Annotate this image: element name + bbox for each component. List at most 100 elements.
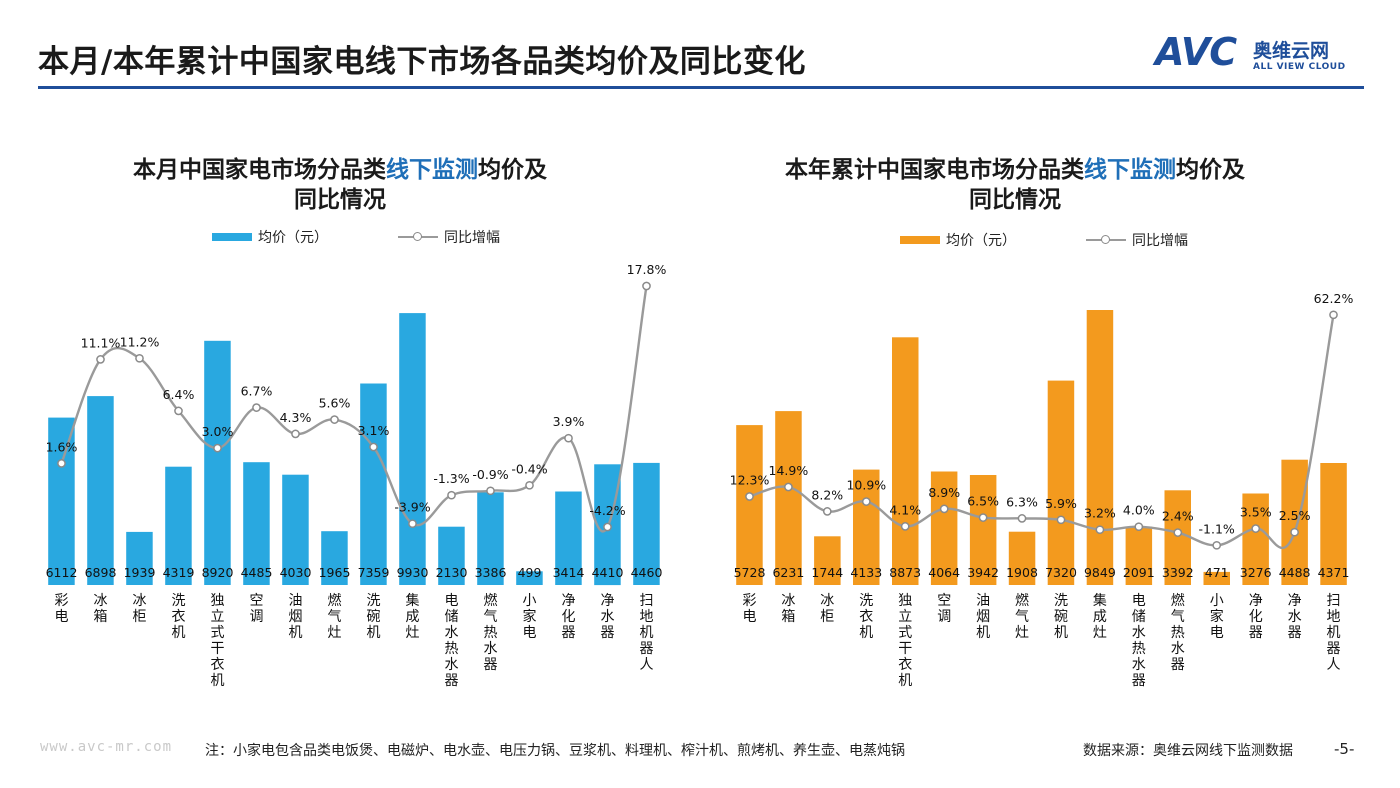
chart-2-yoy-point-14	[1290, 527, 1299, 537]
chart-2-yoy-point-2	[822, 507, 832, 516]
chart-2-category-7: 燃气灶	[1015, 592, 1029, 641]
chart-2-bar-5	[930, 471, 958, 585]
chart-2-yoy-label-11: 2.4%	[1162, 509, 1194, 524]
chart-2-yoy-point-9	[1095, 525, 1105, 535]
chart-1-category-6: 油烟机	[289, 593, 303, 641]
chart-2-yoy-point-5	[939, 504, 949, 514]
chart-1-legend-bar-swatch	[212, 233, 252, 241]
chart-2-title-line2: 同比情况	[969, 187, 1061, 213]
chart-1-bar-6	[282, 474, 309, 585]
chart-1-yoy-point-14	[603, 522, 612, 532]
chart-2-category-4: 独立式干衣机	[898, 593, 912, 689]
chart-1-bar-label-2: 1939	[124, 565, 156, 580]
chart-2-yoy-point-11	[1173, 528, 1183, 537]
chart-1-yoy-label-8: 3.1%	[358, 423, 390, 438]
chart-2-bar-7	[1008, 531, 1036, 585]
chart-1-category-5: 空调	[250, 593, 264, 625]
chart-1-bar-8	[360, 383, 387, 585]
chart-2-yoy-label-12: -1.1%	[1199, 521, 1235, 536]
chart-1-yoy-point-7	[330, 415, 339, 424]
chart-1-yoy-point-1	[96, 355, 105, 364]
chart-2-bar-label-2: 1744	[811, 565, 843, 580]
chart-1-legend: 均价（元） 同比增幅	[212, 227, 500, 247]
page-title: 本月/本年累计中国家电线下市场各品类均价及同比变化	[38, 44, 806, 80]
chart-2-bar-14	[1281, 459, 1308, 585]
chart-1-yoy-point-11	[486, 486, 495, 496]
chart-1-bar-label-3: 4319	[163, 565, 195, 580]
chart-1-yoy-point-13	[564, 433, 573, 443]
chart-1-yoy-label-11: -0.9%	[472, 467, 508, 482]
chart-2-title-part2: 均价及	[1176, 157, 1245, 183]
chart-2-yoy-point-3	[861, 497, 871, 506]
chart-1-yoy-point-8	[369, 442, 378, 452]
chart-1-yoy-label-9: -3.9%	[394, 500, 430, 515]
chart-1-category-15: 扫地机器人	[640, 593, 654, 673]
chart-1-bar-3	[165, 466, 192, 585]
chart-1-bar-7	[321, 531, 348, 585]
chart-2-bar-1	[775, 411, 802, 585]
chart-2-yoy-label-0: 12.3%	[730, 473, 770, 488]
chart-1-bar-label-9: 9930	[397, 565, 429, 580]
chart-2-bar-label-12: 471	[1205, 565, 1229, 580]
chart-2-legend: 均价（元） 同比增幅	[900, 230, 1188, 250]
chart-2-category-0: 彩电	[743, 593, 757, 625]
chart-1-bar-label-4: 8920	[202, 565, 234, 580]
chart-2-category-13: 净化器	[1249, 593, 1263, 641]
chart-1-yoy-label-15: 17.8%	[627, 262, 667, 277]
chart-2-bar-label-15: 4371	[1318, 565, 1350, 580]
chart-1-bar-13	[555, 491, 582, 585]
chart-2-category-1: 冰箱	[781, 593, 795, 625]
chart-2-yoy-label-3: 10.9%	[846, 478, 886, 493]
chart-2-yoy-point-0	[745, 492, 754, 501]
chart-1-category-4: 独立式干衣机	[211, 593, 225, 689]
chart-1-yoy-label-14: -4.2%	[589, 503, 625, 518]
chart-2-bar-8	[1047, 380, 1075, 585]
chart-1-bar-9	[399, 313, 426, 585]
chart-2-bar-0	[736, 425, 763, 585]
chart-1-yoy-point-15	[642, 281, 651, 291]
chart-2-yoy-label-13: 3.5%	[1240, 505, 1272, 520]
chart-1-yoy-label-12: -0.4%	[511, 461, 547, 476]
chart-2-bar-label-8: 7320	[1045, 565, 1077, 580]
chart-2-yoy-point-4	[900, 522, 910, 531]
chart-1-category-8: 洗碗机	[367, 593, 381, 641]
chart-1-title-part1: 本月中国家电市场分品类	[133, 157, 386, 183]
chart-1-category-10: 电储水热水器	[445, 593, 459, 689]
chart-2-bar-label-4: 8873	[889, 565, 921, 580]
chart-2-category-2: 冰柜	[820, 593, 834, 625]
chart-2-yoy-point-13	[1251, 524, 1261, 533]
chart-2-legend-line-swatch	[1086, 234, 1126, 246]
chart-2-category-6: 油烟机	[976, 593, 990, 641]
chart-2-yoy-point-15	[1329, 310, 1338, 320]
chart-2-yoy-label-14: 2.5%	[1279, 508, 1311, 523]
chart-1-yoy-label-10: -1.3%	[433, 471, 469, 486]
chart-2-yoy-point-12	[1212, 540, 1222, 550]
chart-2-bar-label-9: 9849	[1084, 565, 1116, 580]
chart-1-legend-line-swatch	[398, 231, 438, 243]
chart-1-yoy-point-4	[213, 443, 222, 453]
chart-1-category-3: 洗衣机	[172, 593, 186, 641]
chart-2-title-highlight: 线下监测	[1084, 157, 1176, 183]
chart-1-bar-label-13: 3414	[553, 565, 585, 580]
chart-1-bar-label-8: 7359	[358, 565, 390, 580]
chart-2-bar-label-13: 3276	[1240, 565, 1272, 580]
chart-2-yoy-label-9: 3.2%	[1084, 506, 1116, 521]
chart-2-bar-2	[814, 536, 841, 585]
chart-2-legend-line-label: 同比增幅	[1132, 233, 1188, 249]
chart-2-yoy-point-8	[1056, 515, 1066, 525]
chart-1-bar-label-14: 4410	[592, 565, 624, 580]
chart-2-title-part1: 本年累计中国家电市场分品类	[785, 157, 1084, 183]
chart-2-yoy-label-4: 4.1%	[889, 502, 921, 517]
footnote: 注：小家电包含品类电饭煲、电磁炉、电水壶、电压力锅、豆浆机、料理机、榨汁机、煎烤…	[205, 743, 905, 759]
chart-1-bar-label-7: 1965	[319, 565, 351, 580]
chart-1-yoy-point-6	[291, 429, 300, 439]
chart-2-yoy-label-5: 8.9%	[928, 485, 960, 500]
chart-2-yoy-label-7: 6.3%	[1006, 494, 1038, 509]
chart-2-yoy-point-1	[784, 482, 793, 492]
chart-2-yoy-label-10: 4.0%	[1123, 503, 1155, 518]
chart-1-category-14: 净水器	[601, 593, 615, 641]
chart-1-bar-label-5: 4485	[241, 565, 273, 580]
chart-2-category-10: 电储水热水器	[1132, 593, 1146, 689]
